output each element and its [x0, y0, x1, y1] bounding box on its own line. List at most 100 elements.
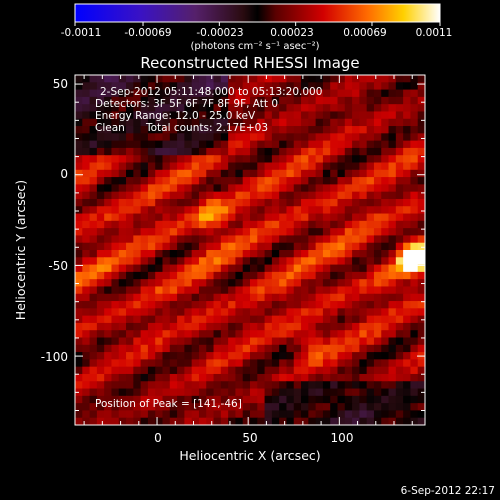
- heatmap-cell: [169, 330, 178, 339]
- heatmap-cell: [308, 352, 317, 360]
- heatmap-cell: [162, 279, 171, 288]
- heatmap-cell: [286, 133, 295, 142]
- heatmap-cell: [162, 366, 171, 375]
- heatmap-cell: [403, 337, 412, 346]
- heatmap-cell: [366, 155, 375, 164]
- heatmap-cell: [373, 410, 382, 419]
- heatmap-cell: [126, 417, 134, 425]
- heatmap-cell: [184, 264, 193, 273]
- heatmap-cell: [169, 381, 178, 390]
- heatmap-cell: [89, 191, 98, 200]
- heatmap-cell: [352, 337, 360, 346]
- heatmap-cell: [155, 264, 164, 273]
- heatmap-cell: [242, 228, 251, 237]
- heatmap-cell: [184, 337, 193, 346]
- heatmap-cell: [330, 75, 339, 83]
- heatmap-cell: [184, 293, 193, 302]
- heatmap-cell: [235, 366, 244, 375]
- heatmap-cell: [220, 191, 229, 200]
- heatmap-cell: [322, 96, 331, 105]
- heatmap-cell: [293, 228, 302, 237]
- heatmap-cell: [337, 388, 346, 397]
- heatmap-cell: [250, 213, 258, 222]
- heatmap-cell: [410, 220, 419, 229]
- heatmap-cell: [366, 352, 375, 360]
- heatmap-cell: [257, 155, 266, 164]
- heatmap-cell: [410, 147, 419, 156]
- heatmap-cell: [344, 410, 353, 419]
- heatmap-cell: [366, 96, 375, 105]
- heatmap-cell: [388, 308, 397, 317]
- heatmap-cell: [279, 395, 288, 404]
- heatmap-cell: [126, 337, 134, 346]
- heatmap-cell: [169, 250, 178, 258]
- heatmap-cell: [220, 147, 229, 156]
- heatmap-cell: [169, 308, 178, 317]
- heatmap-cell: [315, 330, 324, 339]
- heatmap-cell: [352, 96, 360, 105]
- heatmap-cell: [111, 75, 120, 83]
- heatmap-cell: [250, 271, 258, 280]
- heatmap-cell: [344, 111, 353, 120]
- heatmap-cell: [220, 213, 229, 222]
- heatmap-cell: [344, 330, 353, 339]
- heatmap-cell: [140, 330, 149, 339]
- heatmap-cell: [228, 89, 237, 98]
- heatmap-cell: [381, 373, 390, 382]
- heatmap-cell: [140, 140, 149, 149]
- heatmap-cell: [352, 140, 360, 149]
- heatmap-cell: [104, 279, 113, 288]
- heatmap-cell: [395, 184, 404, 193]
- heatmap-cell: [271, 235, 280, 244]
- plot-frame: [74, 74, 426, 426]
- heatmap-cell: [264, 395, 273, 404]
- heatmap-cell: [213, 104, 222, 113]
- heatmap-cell: [162, 322, 171, 331]
- heatmap-cell: [220, 373, 229, 382]
- heatmap-cell: [147, 75, 156, 83]
- heatmap-cell: [373, 250, 382, 258]
- heatmap-cell: [257, 388, 266, 397]
- heatmap-cell: [301, 184, 309, 193]
- heatmap-cell: [228, 330, 237, 339]
- heatmap-cell: [96, 417, 105, 425]
- heatmap-cell: [206, 96, 215, 105]
- heatmap-cell: [140, 133, 149, 142]
- heatmap-cell: [257, 264, 266, 273]
- heatmap-cell: [359, 155, 368, 164]
- heatmap-cell: [126, 89, 134, 98]
- heatmap-cell: [308, 184, 317, 193]
- heatmap-cell: [381, 96, 390, 105]
- heatmap-cell: [111, 264, 120, 273]
- heatmap-cell: [96, 206, 105, 215]
- heatmap-cell: [271, 279, 280, 288]
- heatmap-cell: [366, 395, 375, 404]
- heatmap-cell: [301, 155, 309, 164]
- heatmap-cell: [322, 184, 331, 193]
- heatmap-cell: [140, 403, 149, 412]
- heatmap-cell: [104, 330, 113, 339]
- heatmap-cell: [315, 410, 324, 419]
- heatmap-cell: [344, 308, 353, 317]
- heatmap-cell: [293, 206, 302, 215]
- heatmap-cell: [147, 162, 156, 171]
- heatmap-cell: [293, 155, 302, 164]
- heatmap-cell: [235, 286, 244, 295]
- y-tick-label-0: 0: [60, 167, 68, 181]
- heatmap-cell: [308, 118, 317, 127]
- heatmap-cell: [169, 315, 178, 324]
- heatmap-cell: [250, 75, 258, 83]
- heatmap-cell: [279, 381, 288, 390]
- heatmap-cell: [184, 308, 193, 317]
- heatmap-cell: [220, 293, 229, 302]
- heatmap-cell: [220, 96, 229, 105]
- heatmap-cell: [279, 118, 288, 127]
- heatmap-cell: [111, 133, 120, 142]
- heatmap-cell: [250, 322, 258, 331]
- heatmap-cell: [322, 381, 331, 390]
- heatmap-cell: [308, 82, 317, 91]
- heatmap-cell: [177, 147, 185, 156]
- heatmap-cell: [147, 366, 156, 375]
- heatmap-cell: [271, 337, 280, 346]
- heatmap-cell: [315, 279, 324, 288]
